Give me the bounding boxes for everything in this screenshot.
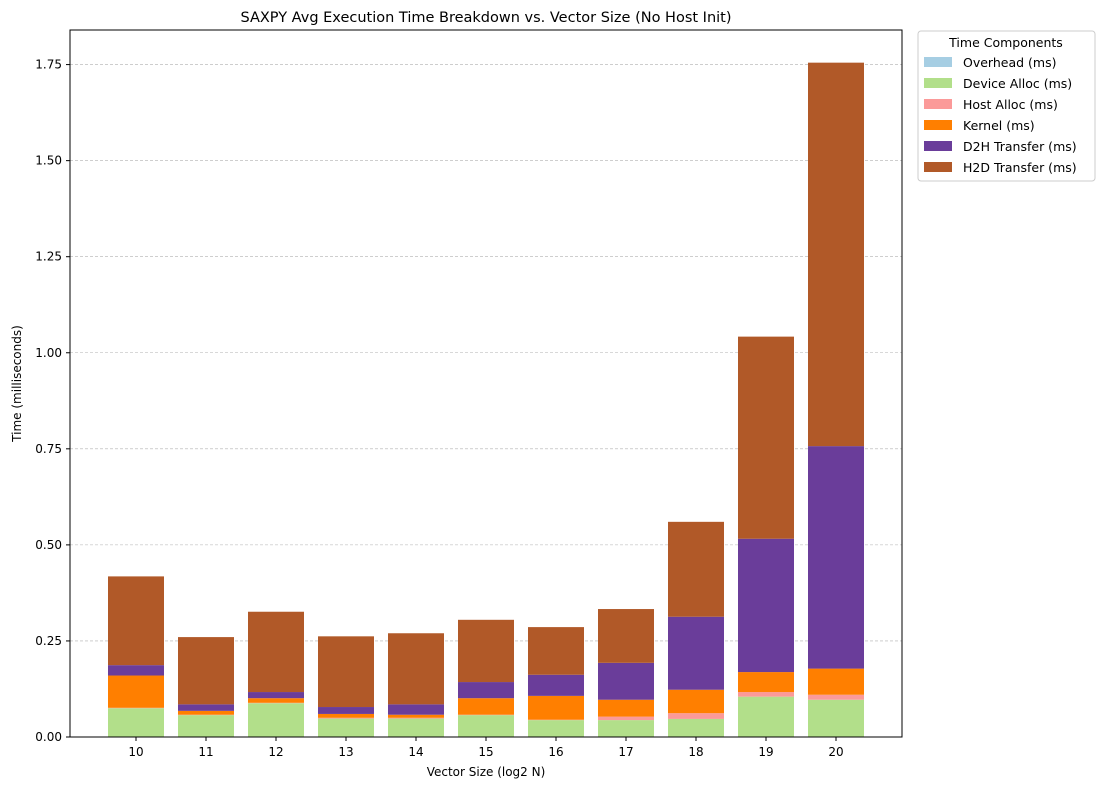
bar-segment — [318, 713, 374, 718]
bar-segment — [458, 715, 514, 737]
bar-segment — [808, 699, 864, 737]
x-tick-label: 11 — [198, 745, 213, 759]
bar-segment — [318, 636, 374, 708]
legend-swatch — [924, 57, 952, 67]
bar-segment — [668, 689, 724, 714]
x-tick-label: 16 — [548, 745, 563, 759]
bar-segment — [388, 714, 444, 718]
bar-segment — [318, 718, 374, 737]
bar-segment — [528, 695, 584, 720]
x-tick-label: 20 — [828, 745, 843, 759]
x-tick-label: 12 — [268, 745, 283, 759]
legend-label: Host Alloc (ms) — [963, 97, 1058, 112]
x-tick-label: 17 — [618, 745, 633, 759]
bar-segment — [528, 627, 584, 675]
bar-segment — [528, 674, 584, 696]
bar-segment — [248, 703, 304, 737]
bar-segment — [178, 710, 234, 715]
y-tick-label: 1.25 — [35, 250, 62, 264]
bars — [108, 62, 864, 737]
bar-segment — [738, 696, 794, 737]
bar-segment — [388, 633, 444, 705]
x-tick-label: 15 — [478, 745, 493, 759]
bar-segment — [108, 708, 164, 737]
bar-segment — [108, 675, 164, 708]
y-tick-label: 0.75 — [35, 442, 62, 456]
y-tick-label: 0.25 — [35, 634, 62, 648]
bar-segment — [668, 718, 724, 737]
bar-segment — [598, 609, 654, 663]
legend-label: H2D Transfer (ms) — [963, 160, 1077, 175]
bar-segment — [808, 446, 864, 669]
legend-label: D2H Transfer (ms) — [963, 139, 1077, 154]
bar-segment — [668, 713, 724, 719]
bar-segment — [178, 715, 234, 737]
bar-segment — [598, 699, 654, 717]
y-tick-label: 1.50 — [35, 154, 62, 168]
legend-swatch — [924, 99, 952, 109]
legend-frame — [917, 30, 1096, 182]
bar-segment — [388, 717, 444, 719]
legend-swatch — [924, 120, 952, 130]
bar-segment — [668, 616, 724, 690]
y-tick-label: 0.00 — [35, 730, 62, 744]
x-axis: 10 11 12 13 14 15 16 17 18 19 20 — [128, 737, 844, 759]
bar-segment — [808, 694, 864, 700]
bar-segment — [388, 718, 444, 737]
bar-segment — [318, 707, 374, 714]
legend-swatch — [924, 78, 952, 88]
x-tick-label: 10 — [128, 745, 143, 759]
bar-segment — [248, 692, 304, 699]
x-tick-label: 14 — [408, 745, 423, 759]
chart-title: SAXPY Avg Execution Time Breakdown vs. V… — [240, 10, 731, 26]
bar-segment — [738, 672, 794, 693]
legend-label: Overhead (ms) — [963, 55, 1056, 70]
bar-segment — [808, 668, 864, 695]
bar-segment — [808, 62, 864, 447]
bar-segment — [108, 576, 164, 666]
bar-segment — [598, 716, 654, 721]
bar-segment — [738, 336, 794, 539]
y-tick-label: 0.50 — [35, 538, 62, 552]
bar-segment — [248, 611, 304, 693]
x-tick-label: 18 — [688, 745, 703, 759]
y-tick-label: 1.00 — [35, 346, 62, 360]
bar-segment — [248, 698, 304, 703]
legend-label: Device Alloc (ms) — [963, 76, 1072, 91]
y-axis: 0.00 0.25 0.50 0.75 1.00 1.25 1.50 1.75 — [35, 58, 70, 744]
bar-segment — [388, 704, 444, 715]
bar-segment — [178, 704, 234, 711]
bar-segment — [668, 521, 724, 617]
bar-segment — [458, 682, 514, 699]
bar-segment — [318, 717, 374, 719]
bar-segment — [528, 720, 584, 737]
legend: Time Components Overhead (ms) Device Allo… — [917, 30, 1096, 182]
x-tick-label: 13 — [338, 745, 353, 759]
bar-segment — [738, 692, 794, 697]
legend-swatch — [924, 141, 952, 151]
bar-segment — [598, 662, 654, 700]
bar-segment — [458, 619, 514, 683]
legend-title: Time Components — [948, 35, 1063, 50]
legend-label: Kernel (ms) — [963, 118, 1035, 133]
y-axis-title: Time (milliseconds) — [10, 325, 24, 443]
bar-segment — [598, 720, 654, 737]
bar-segment — [108, 665, 164, 676]
bar-segment — [458, 698, 514, 715]
bar-segment — [738, 538, 794, 673]
x-tick-label: 19 — [758, 745, 773, 759]
legend-swatch — [924, 162, 952, 172]
bar-segment — [178, 637, 234, 705]
y-tick-label: 1.75 — [35, 58, 62, 72]
x-axis-title: Vector Size (log2 N) — [427, 765, 546, 779]
